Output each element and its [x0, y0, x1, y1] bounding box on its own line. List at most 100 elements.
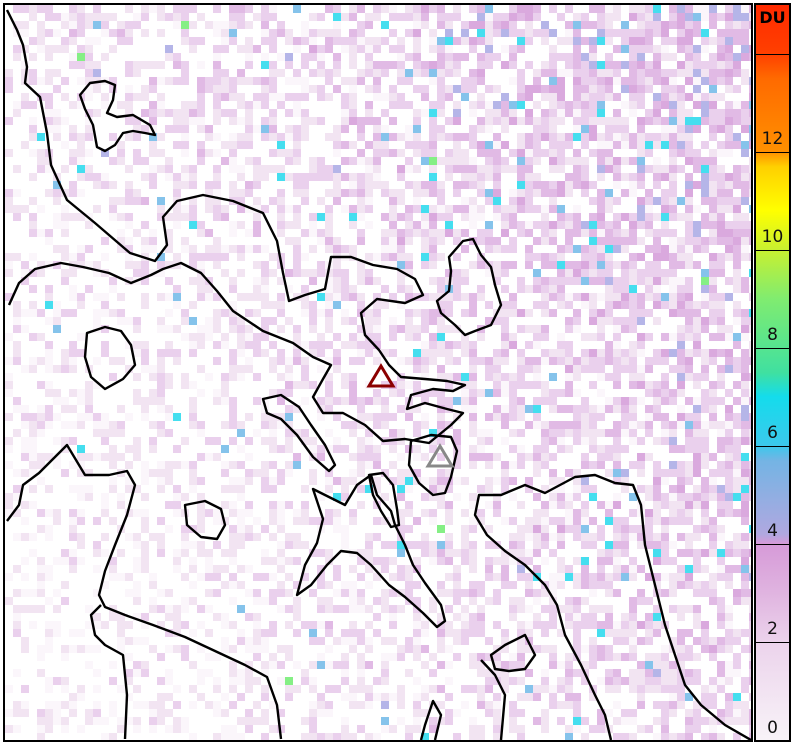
so2-pixel: [181, 493, 189, 501]
so2-pixel: [445, 309, 453, 317]
so2-pixel: [725, 277, 733, 285]
so2-pixel: [69, 309, 77, 317]
so2-pixel: [29, 5, 37, 13]
so2-pixel: [621, 117, 629, 125]
so2-pixel: [693, 29, 701, 37]
so2-pixel: [533, 221, 541, 229]
so2-pixel: [437, 197, 445, 205]
so2-pixel: [365, 69, 373, 77]
so2-pixel: [133, 445, 141, 453]
so2-pixel: [69, 29, 77, 37]
so2-pixel: [501, 477, 509, 485]
so2-pixel: [677, 405, 685, 413]
so2-pixel: [709, 213, 717, 221]
so2-pixel: [605, 613, 613, 621]
so2-pixel: [429, 277, 437, 285]
so2-pixel: [117, 429, 125, 437]
so2-pixel: [181, 205, 189, 213]
so2-pixel: [181, 173, 189, 181]
so2-pixel: [677, 605, 685, 613]
so2-pixel: [405, 381, 413, 389]
so2-pixel: [277, 197, 285, 205]
so2-pixel: [389, 317, 397, 325]
so2-pixel: [5, 357, 13, 365]
so2-pixel: [701, 181, 709, 189]
so2-pixel: [397, 605, 405, 613]
so2-pixel: [613, 373, 621, 381]
so2-pixel: [221, 373, 229, 381]
so2-pixel: [405, 669, 413, 677]
so2-pixel: [133, 13, 141, 21]
so2-pixel: [589, 613, 597, 621]
so2-pixel: [389, 501, 397, 509]
so2-pixel: [309, 349, 317, 357]
so2-pixel: [109, 45, 117, 53]
so2-pixel: [693, 429, 701, 437]
so2-pixel: [349, 205, 357, 213]
so2-pixel: [669, 293, 677, 301]
so2-pixel: [581, 21, 589, 29]
so2-pixel: [717, 557, 725, 565]
so2-pixel: [677, 285, 685, 293]
so2-pixel: [341, 157, 349, 165]
so2-pixel: [365, 485, 373, 493]
so2-pixel: [261, 93, 269, 101]
volcano-marker-red[interactable]: [366, 363, 396, 388]
so2-pixel: [125, 533, 133, 541]
so2-pixel: [589, 213, 597, 221]
so2-pixel: [541, 501, 549, 509]
so2-pixel: [85, 37, 93, 45]
so2-pixel: [469, 557, 477, 565]
so2-pixel: [533, 141, 541, 149]
so2-pixel: [277, 205, 285, 213]
so2-pixel: [293, 109, 301, 117]
so2-pixel: [237, 477, 245, 485]
so2-pixel: [325, 397, 333, 405]
volcano-marker-gray[interactable]: [425, 443, 455, 468]
so2-pixel: [565, 301, 573, 309]
marker-layer: [366, 363, 455, 468]
so2-pixel: [525, 133, 533, 141]
so2-pixel: [461, 549, 469, 557]
so2-pixel: [277, 389, 285, 397]
so2-pixel: [157, 477, 165, 485]
so2-pixel: [677, 421, 685, 429]
so2-pixel: [165, 469, 173, 477]
so2-pixel: [181, 645, 189, 653]
so2-pixel: [405, 589, 413, 597]
so2-pixel: [245, 413, 253, 421]
so2-pixel: [285, 109, 293, 117]
so2-pixel: [373, 61, 381, 69]
so2-pixel: [397, 189, 405, 197]
so2-pixel: [269, 445, 277, 453]
so2-pixel: [365, 189, 373, 197]
so2-pixel: [477, 613, 485, 621]
so2-pixel: [189, 117, 197, 125]
so2-pixel: [701, 485, 709, 493]
so2-pixel: [613, 525, 621, 533]
so2-pixel: [525, 341, 533, 349]
so2-pixel: [237, 541, 245, 549]
so2-pixel: [677, 301, 685, 309]
map-panel: [3, 3, 753, 742]
so2-pixel: [549, 549, 557, 557]
so2-pixel: [333, 565, 341, 573]
so2-pixel: [613, 349, 621, 357]
so2-pixel: [237, 13, 245, 21]
so2-pixel: [637, 341, 645, 349]
so2-pixel: [45, 565, 53, 573]
so2-pixel: [741, 461, 749, 469]
so2-pixel: [533, 77, 541, 85]
so2-pixel: [573, 605, 581, 613]
so2-pixel: [581, 453, 589, 461]
so2-pixel: [629, 597, 637, 605]
so2-pixel: [357, 397, 365, 405]
so2-pixel: [221, 245, 229, 253]
so2-pixel: [413, 133, 421, 141]
so2-pixel: [613, 117, 621, 125]
so2-pixel: [429, 189, 437, 197]
so2-pixel: [741, 373, 749, 381]
so2-pixel: [53, 69, 61, 77]
so2-pixel: [485, 541, 493, 549]
so2-pixel: [613, 589, 621, 597]
